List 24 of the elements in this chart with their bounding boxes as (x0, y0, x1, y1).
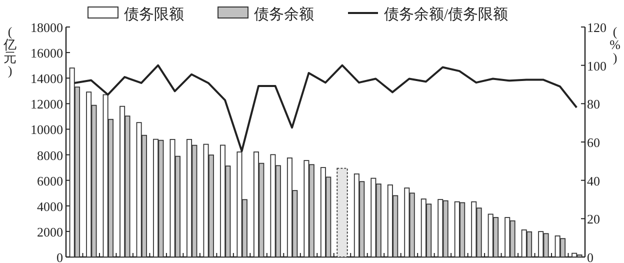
y-tick-label: 4000 (37, 198, 63, 214)
y2-tick-label: 0 (587, 250, 594, 263)
legend-label: 债务余额 (254, 6, 314, 23)
y-tick-label: 16000 (30, 46, 63, 61)
y2-tick-label: 120 (587, 20, 606, 35)
y2-axis-title: (%) (610, 24, 621, 65)
y-tick-label: 8000 (37, 148, 63, 163)
y-tick-label: 0 (56, 250, 63, 263)
y2-tick-label: 100 (587, 58, 606, 74)
y2-tick-label: 40 (587, 173, 600, 188)
y2-tick-label: 20 (587, 212, 600, 227)
y-tick-label: 6000 (37, 173, 63, 188)
y-tick-label: 18000 (30, 20, 63, 35)
y-tick-label: 2000 (37, 224, 63, 240)
line-series (73, 64, 578, 152)
legend-label: 债务余额/债务限额 (384, 6, 508, 23)
y-tick-label: 10000 (30, 122, 63, 138)
y-tick-label: 14000 (30, 71, 63, 86)
y-axis-title: (亿元) (2, 24, 16, 78)
bar (336, 168, 348, 258)
y2-tick-label: 60 (587, 135, 600, 150)
y2-tick-label: 80 (587, 96, 600, 112)
legend-label: 债务限额 (124, 6, 184, 23)
y-tick-label: 12000 (30, 96, 63, 112)
